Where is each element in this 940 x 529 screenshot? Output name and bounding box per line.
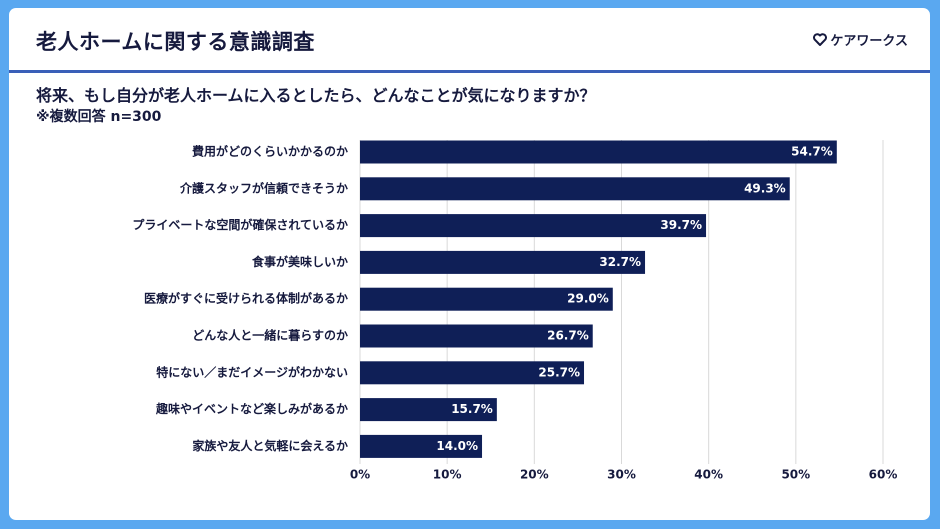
data-label: 32.7%: [599, 255, 641, 269]
brand-name: ケアワークス: [830, 34, 908, 49]
bar: [360, 287, 613, 311]
x-tick-label: 50%: [781, 468, 810, 482]
chart-card: 老人ホームに関する意識調査 ケアワークス 将来、もし自分が老人ホームに入るとした…: [9, 8, 930, 520]
data-label: 39.7%: [660, 218, 702, 232]
category-label: 介護スタッフが信頼できそうか: [179, 180, 348, 195]
header: 老人ホームに関する意識調査 ケアワークス: [9, 8, 930, 71]
category-label: 医療がすぐに受けられる体制があるか: [144, 291, 348, 306]
data-label: 14.0%: [436, 439, 478, 453]
bar: [360, 177, 790, 201]
category-label: プライベートな空間が確保されているか: [132, 217, 348, 232]
survey-note: ※複数回答 n=300: [36, 109, 162, 125]
data-label: 26.7%: [547, 329, 589, 343]
bar: [360, 250, 646, 274]
bar: [360, 434, 483, 458]
header-divider: [9, 70, 930, 73]
data-label: 29.0%: [567, 292, 609, 306]
category-label: 趣味やイベントなど楽しみがあるか: [155, 401, 348, 416]
x-tick-label: 30%: [607, 468, 636, 482]
category-label: 食事が美味しいか: [251, 254, 348, 269]
bar: [360, 361, 585, 385]
x-tick-label: 10%: [433, 468, 462, 482]
x-tick-label: 40%: [694, 468, 723, 482]
category-label: 費用がどのくらいかかるのか: [192, 144, 348, 159]
bar-chart: 0% 10% 20% 30% 40% 50% 60% 費用がどのくらいかかるのか 54.7% 介護…: [132, 140, 898, 482]
x-tick-label: 20%: [520, 468, 549, 482]
bar: [360, 140, 837, 164]
category-label: 家族や友人と気軽に会えるか: [192, 438, 348, 453]
survey-question: 将来、もし自分が老人ホームに入るとしたら、どんなことが気になりますか？: [36, 86, 596, 105]
bar: [360, 214, 707, 238]
brand-logo: ケアワークス: [813, 30, 908, 49]
category-label: 特にない／まだイメージがわかない: [156, 364, 348, 379]
bar: [360, 398, 497, 422]
data-label: 25.7%: [538, 365, 580, 379]
data-label: 15.7%: [451, 402, 493, 416]
category-label: どんな人と一緒に暮らすのか: [192, 328, 348, 343]
x-tick-label: 0%: [350, 468, 370, 482]
data-label: 49.3%: [744, 181, 786, 195]
bar: [360, 324, 593, 348]
x-tick-label: 60%: [869, 468, 898, 482]
heart-icon: [813, 33, 828, 46]
page-title: 老人ホームに関する意識調査: [36, 30, 315, 54]
data-label: 54.7%: [791, 145, 833, 159]
